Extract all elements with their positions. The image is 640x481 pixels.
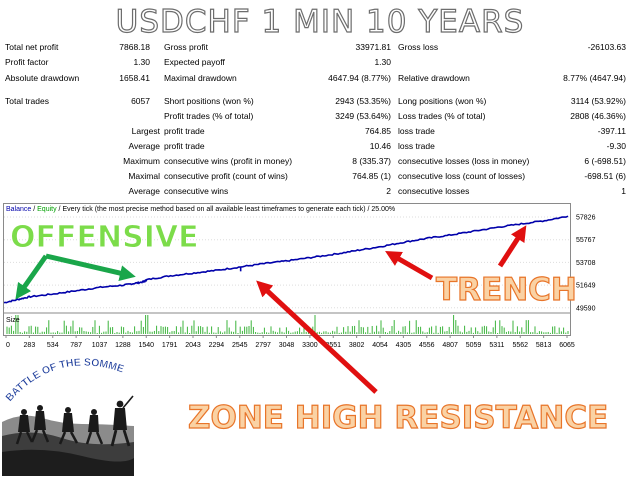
- stat-l1-row-3: Total trades: [5, 96, 49, 106]
- x-tick-label: 4054: [372, 342, 388, 349]
- legend-balance: Balance: [6, 206, 31, 213]
- stat-v3-row-2: 8.77% (4647.94): [563, 73, 626, 83]
- stat-v2-row-7: 8 (335.37): [352, 156, 391, 166]
- stat-v2-row-4: 3249 (53.64%): [335, 111, 391, 121]
- y-tick-label: 57826: [576, 215, 596, 222]
- stat-l3-row-7: consecutive losses (loss in money): [398, 156, 530, 166]
- x-tick-label: 1288: [115, 342, 131, 349]
- x-tick-label: 5813: [536, 342, 552, 349]
- balance-line: [3, 215, 569, 304]
- stat-l3-row-5: loss trade: [398, 126, 435, 136]
- x-tick-label: 5562: [512, 342, 528, 349]
- x-tick-label: 4556: [419, 342, 435, 349]
- x-tick-label: 2797: [255, 342, 271, 349]
- stat-v1-row-3: 6057: [131, 96, 150, 106]
- battle-image: BATTLE OF THE SOMME: [2, 352, 134, 476]
- stat-v2-row-3: 2943 (53.35%): [335, 96, 391, 106]
- x-tick-label: 283: [24, 342, 36, 349]
- battle-image-svg: BATTLE OF THE SOMME: [2, 352, 134, 476]
- stat-l2-row-0: Gross profit: [164, 42, 208, 52]
- report-stats: Total net profit 7868.18 Gross profit 33971…: [0, 0, 640, 200]
- stat-l3-row-0: Gross loss: [398, 42, 439, 52]
- stat-l2-row-8: consecutive profit (count of wins): [164, 171, 288, 181]
- stat-v2-row-0: 33971.81: [355, 42, 391, 52]
- stat-l2-row-4: Profit trades (% of total): [164, 111, 254, 121]
- stat-l2-row-6: profit trade: [164, 141, 205, 151]
- stat-l2-row-5: profit trade: [164, 126, 205, 136]
- stat-v3-row-6: -9.30: [606, 141, 626, 151]
- stat-l3-row-6: loss trade: [398, 141, 435, 151]
- x-ticks: 0 283 534 787 1037 1288 1540 1791 2043 2294 2545 27…: [5, 335, 575, 349]
- main-frame: [3, 203, 571, 336]
- stat-v2-row-2: 4647.94 (8.77%): [328, 73, 391, 83]
- x-tick-label: 787: [70, 342, 82, 349]
- stat-l3-row-2: Relative drawdown: [398, 73, 470, 83]
- stat-l2-row-1: Expected payoff: [164, 57, 225, 67]
- stat-l3-row-8: consecutive loss (count of losses): [398, 171, 526, 181]
- stat-v2-row-5: 764.85: [365, 126, 391, 136]
- size-label: Size: [6, 317, 20, 324]
- legend-rest: / Every tick (the most precise method ba…: [57, 206, 396, 213]
- stat-l3-row-4: Loss trades (% of total): [398, 111, 486, 121]
- x-tick-label: 3300: [302, 342, 318, 349]
- stat-l2-row-9: consecutive wins: [164, 186, 229, 196]
- page-title: USDCHF 1 MIN 10 YEARS: [115, 3, 525, 40]
- stat-l1-row-9: Average: [128, 186, 160, 196]
- x-tick-label: 0: [6, 342, 10, 349]
- x-tick-label: 4807: [442, 342, 458, 349]
- stat-v3-row-3: 3114 (53.92%): [570, 96, 626, 106]
- zone-label: ZONE HIGH RESISTANCE: [188, 400, 608, 436]
- stat-l3-row-3: Long positions (won %): [398, 96, 487, 106]
- stat-l1-row-2: Absolute drawdown: [5, 73, 80, 83]
- stat-v3-row-5: -397.11: [597, 126, 626, 136]
- stat-v3-row-9: 1: [621, 186, 626, 196]
- stat-v3-row-4: 2808 (46.36%): [570, 111, 626, 121]
- stat-v3-row-0: -26103.63: [587, 42, 626, 52]
- x-tick-label: 5311: [489, 342, 504, 349]
- x-tick-label: 3551: [325, 342, 341, 349]
- y-tick-label: 55767: [576, 237, 596, 244]
- stat-v2-row-1: 1.30: [374, 57, 391, 67]
- x-tick-label: 1037: [92, 342, 108, 349]
- stat-l2-row-3: Short positions (won %): [164, 96, 254, 106]
- y-ticks: 57826 55767 53708 51649 49590: [576, 215, 596, 313]
- stat-l1-row-0: Total net profit: [5, 42, 59, 52]
- stat-v2-row-8: 764.85 (1): [352, 171, 391, 181]
- chart-svg: Balance / Equity / Every tick (the most …: [3, 203, 596, 349]
- stat-l1-row-7: Maximum: [123, 156, 160, 166]
- stat-l1-row-8: Maximal: [128, 171, 160, 181]
- stat-l1-row-5: Largest: [131, 126, 160, 136]
- y-tick-label: 53708: [576, 260, 596, 267]
- stat-l2-row-2: Maximal drawdown: [164, 73, 237, 83]
- x-tick-label: 2043: [185, 342, 201, 349]
- stat-v2-row-6: 10.46: [369, 141, 391, 151]
- legend-equity: Equity: [37, 206, 57, 213]
- stat-v1-row-2: 1658.41: [119, 73, 150, 83]
- y-tick-label: 51649: [576, 283, 596, 290]
- stat-v3-row-8: -698.51 (6): [584, 171, 626, 181]
- x-tick-label: 1540: [138, 342, 154, 349]
- legend-sep: /: [31, 206, 37, 213]
- x-tick-label: 6065: [559, 342, 575, 349]
- x-tick-label: 5059: [466, 342, 482, 349]
- stat-l1-row-6: Average: [128, 141, 160, 151]
- x-tick-label: 3802: [349, 342, 365, 349]
- x-tick-label: 1791: [162, 342, 178, 349]
- stat-v3-row-7: 6 (-698.51): [584, 156, 626, 166]
- x-tick-label: 2294: [209, 342, 225, 349]
- stat-v1-row-0: 7868.18: [119, 42, 150, 52]
- legend: Balance / Equity / Every tick (the most …: [6, 206, 395, 213]
- stat-v2-row-9: 2: [386, 186, 391, 196]
- x-tick-label: 2545: [232, 342, 248, 349]
- stat-l3-row-9: consecutive losses: [398, 186, 470, 196]
- y-tick-label: 49590: [576, 305, 596, 312]
- stat-l1-row-1: Profit factor: [5, 57, 49, 67]
- x-tick-label: 3048: [279, 342, 295, 349]
- x-tick-label: 4305: [396, 342, 412, 349]
- balance-chart: Balance / Equity / Every tick (the most …: [3, 203, 637, 350]
- stat-l2-row-7: consecutive wins (profit in money): [164, 156, 293, 166]
- x-tick-label: 534: [47, 342, 59, 349]
- stat-v1-row-1: 1.30: [133, 57, 150, 67]
